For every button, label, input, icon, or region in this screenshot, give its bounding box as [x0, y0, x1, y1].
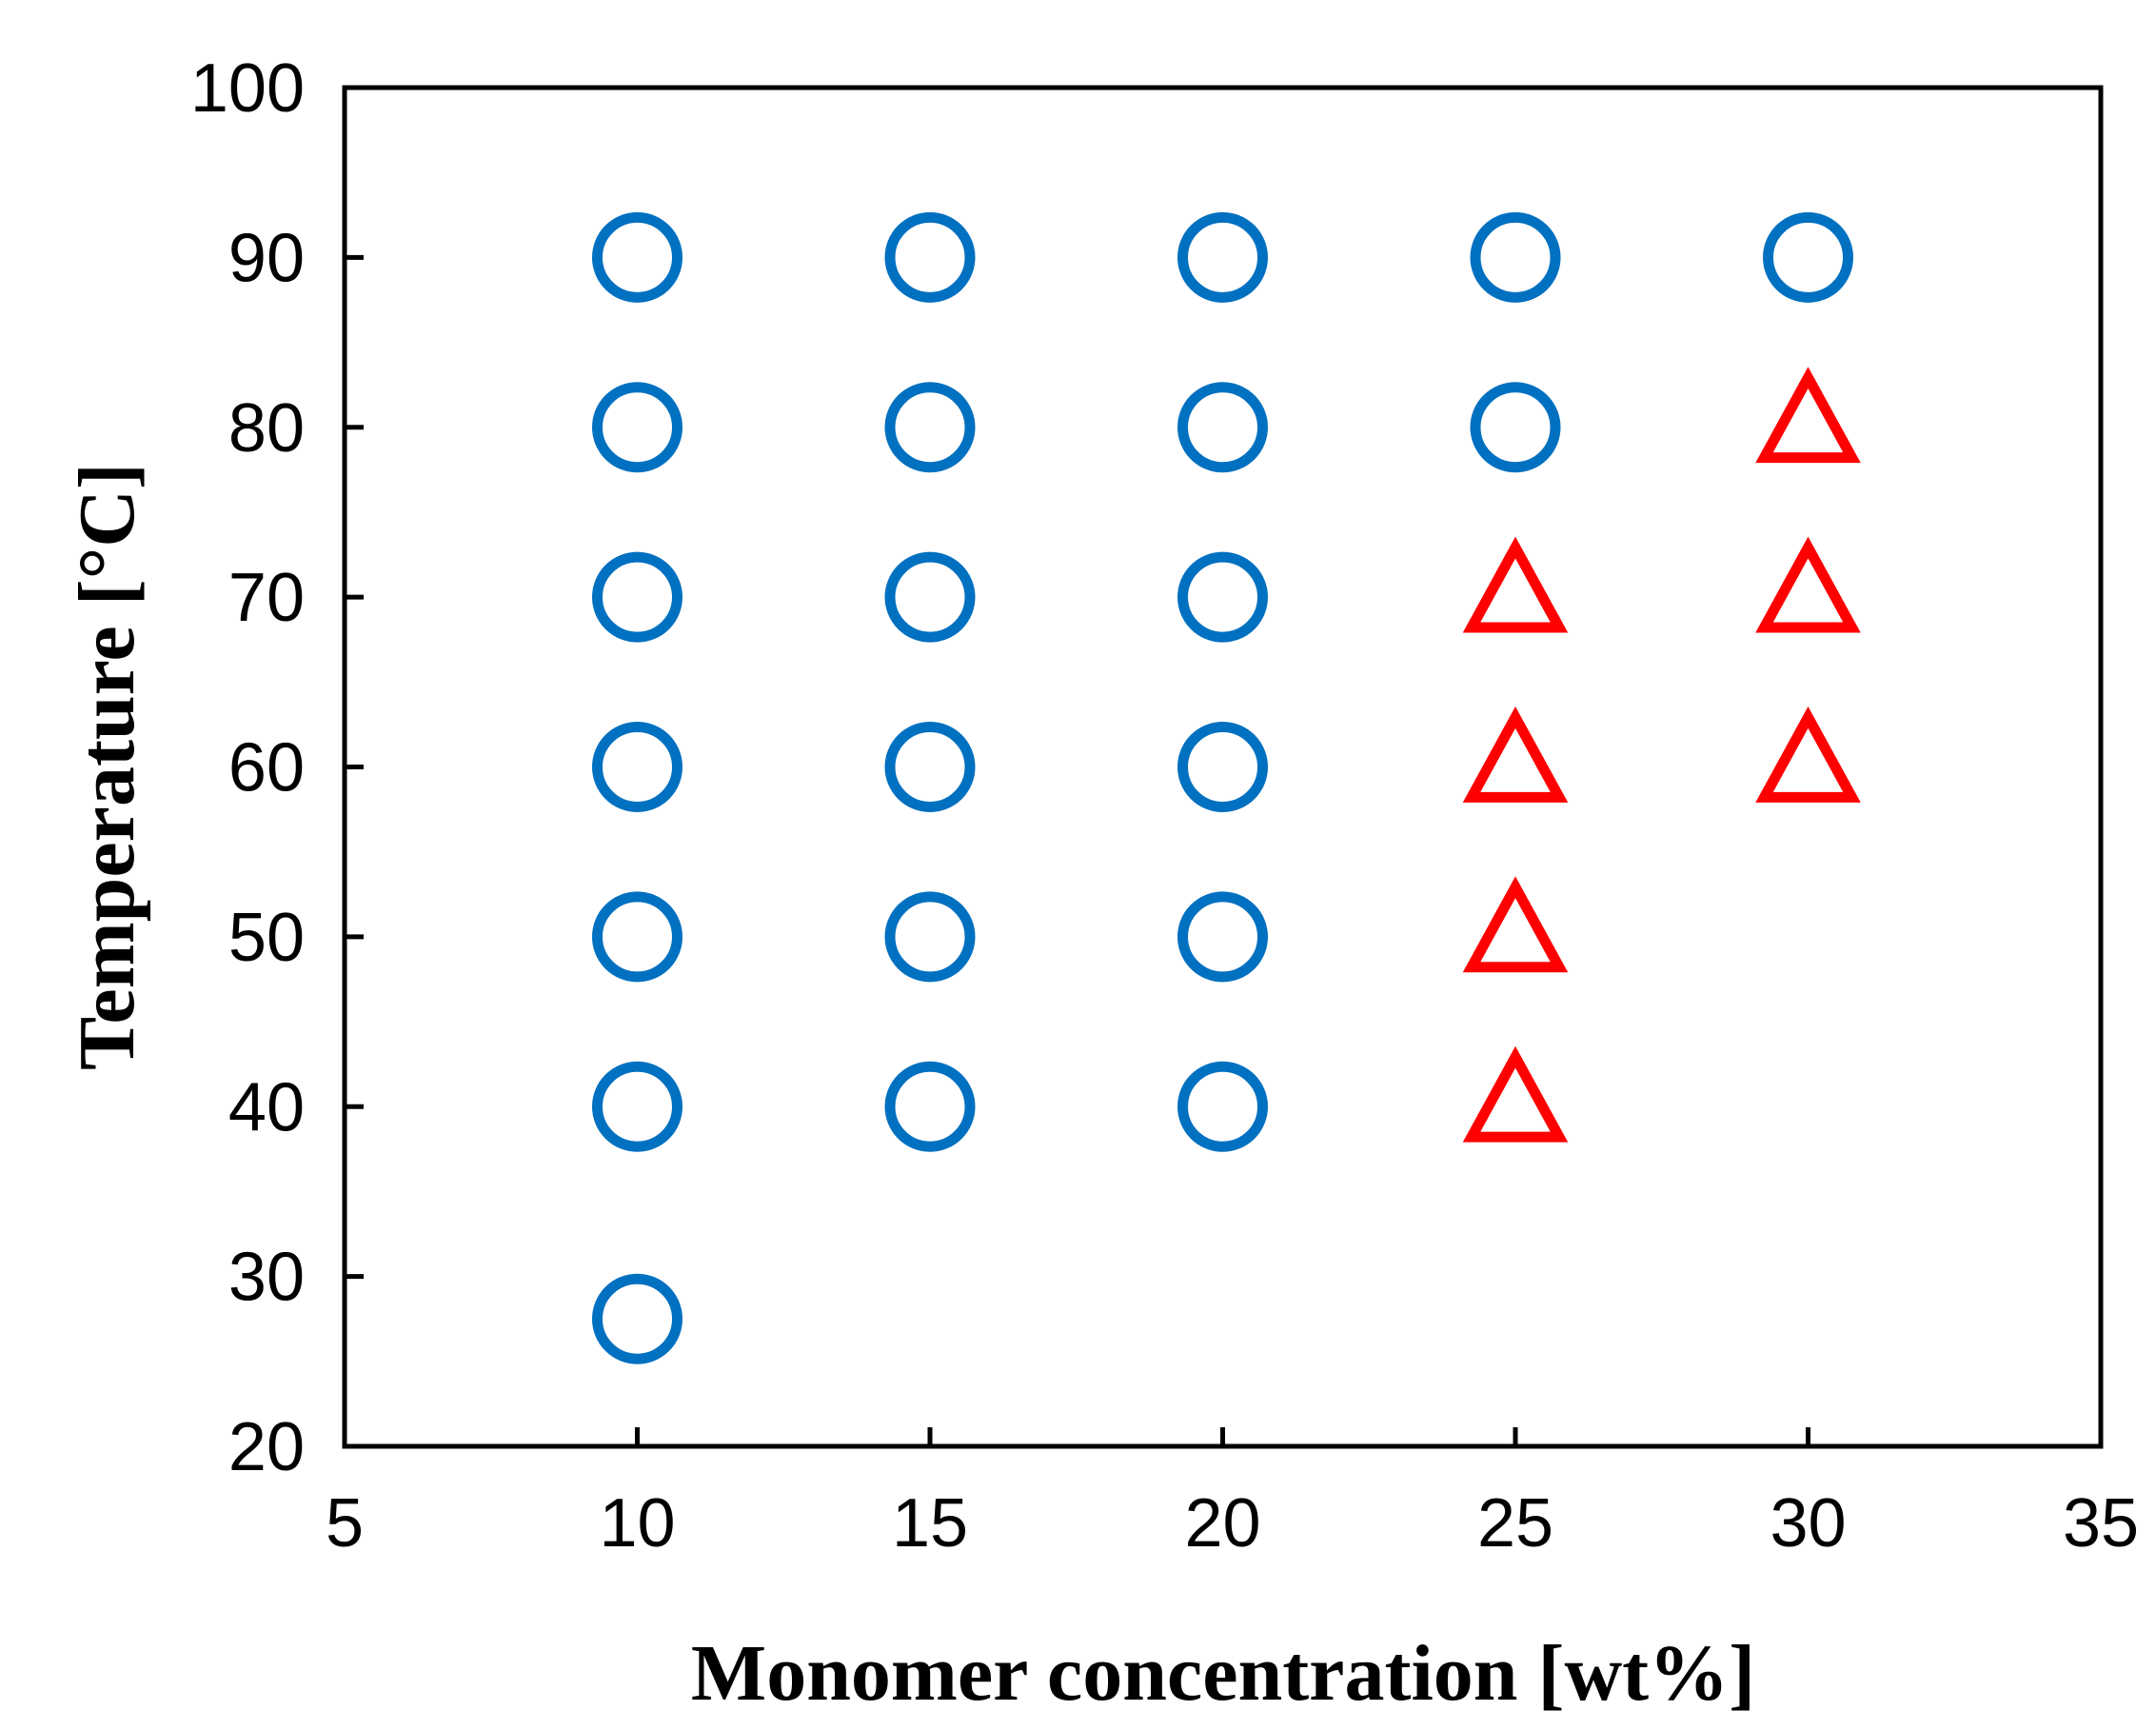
circle-marker	[884, 891, 976, 983]
circle-marker	[1177, 382, 1268, 473]
y-tick-label: 40	[228, 1069, 305, 1145]
axis-ticks	[345, 254, 1810, 1446]
x-tick-label: 35	[2063, 1485, 2139, 1562]
circle-marker	[1763, 211, 1853, 303]
circle-marker	[592, 1273, 682, 1364]
circle-marker	[592, 551, 682, 643]
circle-marker	[1177, 551, 1268, 643]
triangle-marker	[1755, 367, 1861, 464]
triangle-marker	[1755, 536, 1861, 633]
y-tick-label: 60	[228, 730, 305, 806]
triangle-marker	[1462, 536, 1569, 633]
circle-marker	[1177, 891, 1268, 983]
x-tick-label: 15	[892, 1485, 968, 1562]
circle-marker	[1470, 211, 1561, 303]
x-tick-label: 30	[1770, 1485, 1846, 1562]
circle-marker	[884, 551, 976, 643]
circle-marker	[592, 891, 682, 983]
circle-marker	[1177, 211, 1268, 303]
y-axis-title: Temperature [°C]	[63, 463, 151, 1070]
triangle-marker	[1462, 706, 1569, 803]
x-tick-label: 20	[1184, 1485, 1260, 1562]
data-markers	[592, 211, 1861, 1364]
circle-marker	[592, 1061, 682, 1152]
circle-marker	[592, 722, 682, 812]
y-tick-label: 50	[228, 900, 305, 976]
circle-marker	[592, 382, 682, 473]
y-tick-label: 90	[228, 220, 305, 296]
circle-marker	[884, 382, 976, 473]
y-tick-labels: 20 30 40 50 60 70 80 90 100	[190, 50, 305, 1485]
y-tick-label: 80	[228, 390, 305, 467]
circle-marker	[1177, 1061, 1268, 1152]
y-tick-label: 30	[228, 1240, 305, 1316]
x-tick-labels: 5 10 15 20 25 30 35	[326, 1485, 2139, 1562]
y-tick-label: 100	[190, 50, 305, 127]
x-tick-label: 5	[326, 1485, 364, 1562]
circle-marker	[1470, 382, 1561, 473]
y-tick-label: 20	[228, 1409, 305, 1485]
y-tick-label: 70	[228, 560, 305, 636]
x-tick-label: 25	[1477, 1485, 1553, 1562]
circle-marker	[592, 211, 682, 303]
x-tick-label: 10	[599, 1485, 675, 1562]
circle-marker	[884, 211, 976, 303]
triangle-marker	[1462, 876, 1569, 973]
triangle-marker	[1755, 706, 1861, 803]
triangle-marker	[1462, 1045, 1569, 1143]
circle-marker	[1177, 722, 1268, 812]
circle-marker	[884, 722, 976, 812]
circle-marker	[884, 1061, 976, 1152]
x-axis-title: Monomer concentration [wt%]	[691, 1629, 1755, 1718]
